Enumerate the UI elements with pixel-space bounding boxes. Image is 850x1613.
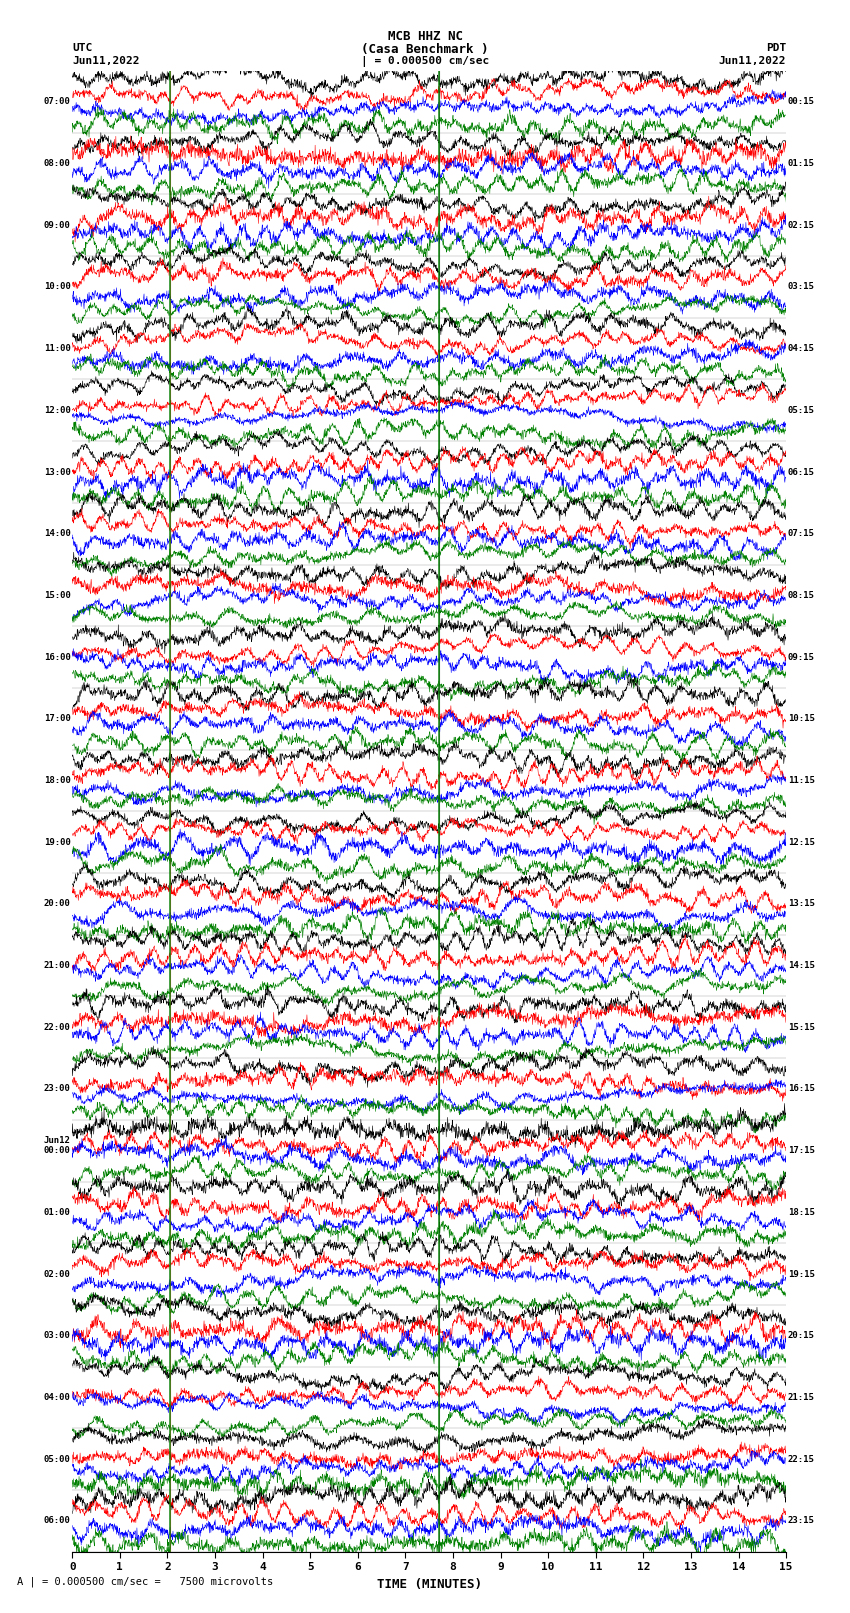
Text: 11:15: 11:15	[788, 776, 815, 786]
Text: 20:15: 20:15	[788, 1331, 815, 1340]
Text: 03:00: 03:00	[43, 1331, 71, 1340]
Text: Jun11,2022: Jun11,2022	[72, 56, 139, 66]
Text: 23:00: 23:00	[43, 1084, 71, 1094]
Text: 22:15: 22:15	[788, 1455, 815, 1463]
Text: 14:00: 14:00	[43, 529, 71, 539]
Text: 16:15: 16:15	[788, 1084, 815, 1094]
Text: 21:15: 21:15	[788, 1394, 815, 1402]
Text: 03:15: 03:15	[788, 282, 815, 292]
Text: (Casa Benchmark ): (Casa Benchmark )	[361, 44, 489, 56]
Text: 10:15: 10:15	[788, 715, 815, 723]
Text: 08:15: 08:15	[788, 590, 815, 600]
Text: 09:00: 09:00	[43, 221, 71, 229]
Text: 14:15: 14:15	[788, 961, 815, 969]
Text: 19:15: 19:15	[788, 1269, 815, 1279]
Text: MCB HHZ NC: MCB HHZ NC	[388, 31, 462, 44]
Text: 08:00: 08:00	[43, 160, 71, 168]
Text: 21:00: 21:00	[43, 961, 71, 969]
Text: 11:00: 11:00	[43, 344, 71, 353]
Text: 13:00: 13:00	[43, 468, 71, 476]
Text: 04:15: 04:15	[788, 344, 815, 353]
Text: A | = 0.000500 cm/sec =   7500 microvolts: A | = 0.000500 cm/sec = 7500 microvolts	[17, 1576, 273, 1587]
Text: 06:15: 06:15	[788, 468, 815, 476]
Text: 12:00: 12:00	[43, 406, 71, 415]
Text: 05:15: 05:15	[788, 406, 815, 415]
Text: 02:15: 02:15	[788, 221, 815, 229]
Text: 23:15: 23:15	[788, 1516, 815, 1526]
Text: 02:00: 02:00	[43, 1269, 71, 1279]
Text: 17:00: 17:00	[43, 715, 71, 723]
Text: UTC: UTC	[72, 44, 93, 53]
Text: 07:00: 07:00	[43, 97, 71, 106]
Text: 01:15: 01:15	[788, 160, 815, 168]
Text: | = 0.000500 cm/sec: | = 0.000500 cm/sec	[361, 56, 489, 66]
Text: 06:00: 06:00	[43, 1516, 71, 1526]
Text: 05:00: 05:00	[43, 1455, 71, 1463]
Text: 15:15: 15:15	[788, 1023, 815, 1032]
Text: 18:15: 18:15	[788, 1208, 815, 1216]
Text: 12:15: 12:15	[788, 837, 815, 847]
Text: 10:00: 10:00	[43, 282, 71, 292]
Text: 19:00: 19:00	[43, 837, 71, 847]
Text: 07:15: 07:15	[788, 529, 815, 539]
Text: 20:00: 20:00	[43, 900, 71, 908]
Text: Jun12: Jun12	[43, 1137, 71, 1145]
Text: 15:00: 15:00	[43, 590, 71, 600]
Text: Jun11,2022: Jun11,2022	[719, 56, 786, 66]
Text: PDT: PDT	[766, 44, 786, 53]
Text: 22:00: 22:00	[43, 1023, 71, 1032]
Text: 18:00: 18:00	[43, 776, 71, 786]
Text: 01:00: 01:00	[43, 1208, 71, 1216]
Text: 00:15: 00:15	[788, 97, 815, 106]
Text: 00:00: 00:00	[43, 1147, 71, 1155]
Text: 17:15: 17:15	[788, 1147, 815, 1155]
X-axis label: TIME (MINUTES): TIME (MINUTES)	[377, 1578, 482, 1590]
Text: 04:00: 04:00	[43, 1394, 71, 1402]
Text: 13:15: 13:15	[788, 900, 815, 908]
Text: 16:00: 16:00	[43, 653, 71, 661]
Text: 09:15: 09:15	[788, 653, 815, 661]
